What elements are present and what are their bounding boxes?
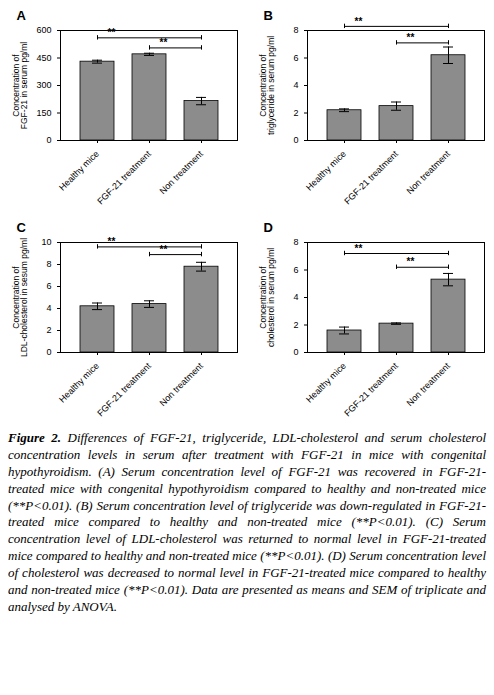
svg-text:0: 0: [293, 347, 298, 357]
svg-text:300: 300: [36, 80, 51, 90]
svg-text:2: 2: [293, 108, 298, 118]
svg-text:2: 2: [46, 325, 51, 335]
svg-text:Healthy mice: Healthy mice: [57, 149, 101, 193]
svg-text:0: 0: [46, 347, 51, 357]
svg-text:**: **: [160, 244, 168, 255]
svg-text:Healthy mice: Healthy mice: [57, 361, 101, 405]
svg-text:Concentration ofFGF-21 in seru: Concentration ofFGF-21 in serum pg/ml: [11, 42, 30, 129]
svg-text:**: **: [355, 243, 363, 254]
svg-text:8: 8: [293, 237, 298, 247]
svg-text:**: **: [108, 236, 116, 247]
svg-text:FGF-21 treatment: FGF-21 treatment: [95, 148, 153, 206]
svg-text:**: **: [160, 37, 168, 48]
svg-text:Concentration oftriglyceride i: Concentration oftriglyceride in serum pg…: [258, 36, 277, 135]
svg-text:Non treatment: Non treatment: [158, 360, 206, 408]
svg-text:600: 600: [36, 25, 51, 35]
svg-text:6: 6: [293, 53, 298, 63]
svg-text:4: 4: [46, 303, 51, 313]
svg-text:**: **: [407, 32, 415, 43]
svg-text:150: 150: [36, 108, 51, 118]
svg-text:B: B: [264, 8, 273, 23]
svg-text:**: **: [108, 27, 116, 38]
svg-text:**: **: [407, 256, 415, 267]
svg-text:Non treatment: Non treatment: [158, 148, 206, 196]
svg-text:0: 0: [293, 135, 298, 145]
svg-text:FGF-21 treatment: FGF-21 treatment: [342, 148, 400, 206]
svg-text:4: 4: [293, 80, 298, 90]
svg-text:Healthy mice: Healthy mice: [304, 149, 348, 193]
svg-text:Concentration ofcholesterol in: Concentration ofcholesterol in serum pg/…: [258, 248, 277, 347]
svg-text:4: 4: [293, 292, 298, 302]
svg-text:**: **: [355, 16, 363, 27]
svg-text:6: 6: [293, 265, 298, 275]
svg-text:FGF-21 treatment: FGF-21 treatment: [342, 360, 400, 418]
svg-text:FGF-21 treatment: FGF-21 treatment: [95, 360, 153, 418]
html-text:Figure 2. Differences of FGF-2: Figure 2. Differences of FGF-21, triglyc…: [8, 430, 486, 614]
svg-text:Healthy mice: Healthy mice: [304, 361, 348, 405]
svg-text:0: 0: [46, 135, 51, 145]
svg-text:6: 6: [46, 281, 51, 291]
svg-text:Non treatment: Non treatment: [405, 360, 453, 408]
svg-text:D: D: [264, 220, 273, 235]
svg-text:A: A: [17, 8, 27, 23]
svg-text:Non treatment: Non treatment: [405, 148, 453, 196]
svg-text:C: C: [17, 220, 27, 235]
svg-text:Concentration ofLDL-cholestero: Concentration ofLDL-cholesterol in sesum…: [11, 238, 30, 357]
svg-text:2: 2: [293, 320, 298, 330]
svg-text:10: 10: [41, 237, 51, 247]
svg-text:8: 8: [46, 259, 51, 269]
svg-text:8: 8: [293, 25, 298, 35]
svg-text:450: 450: [36, 53, 51, 63]
